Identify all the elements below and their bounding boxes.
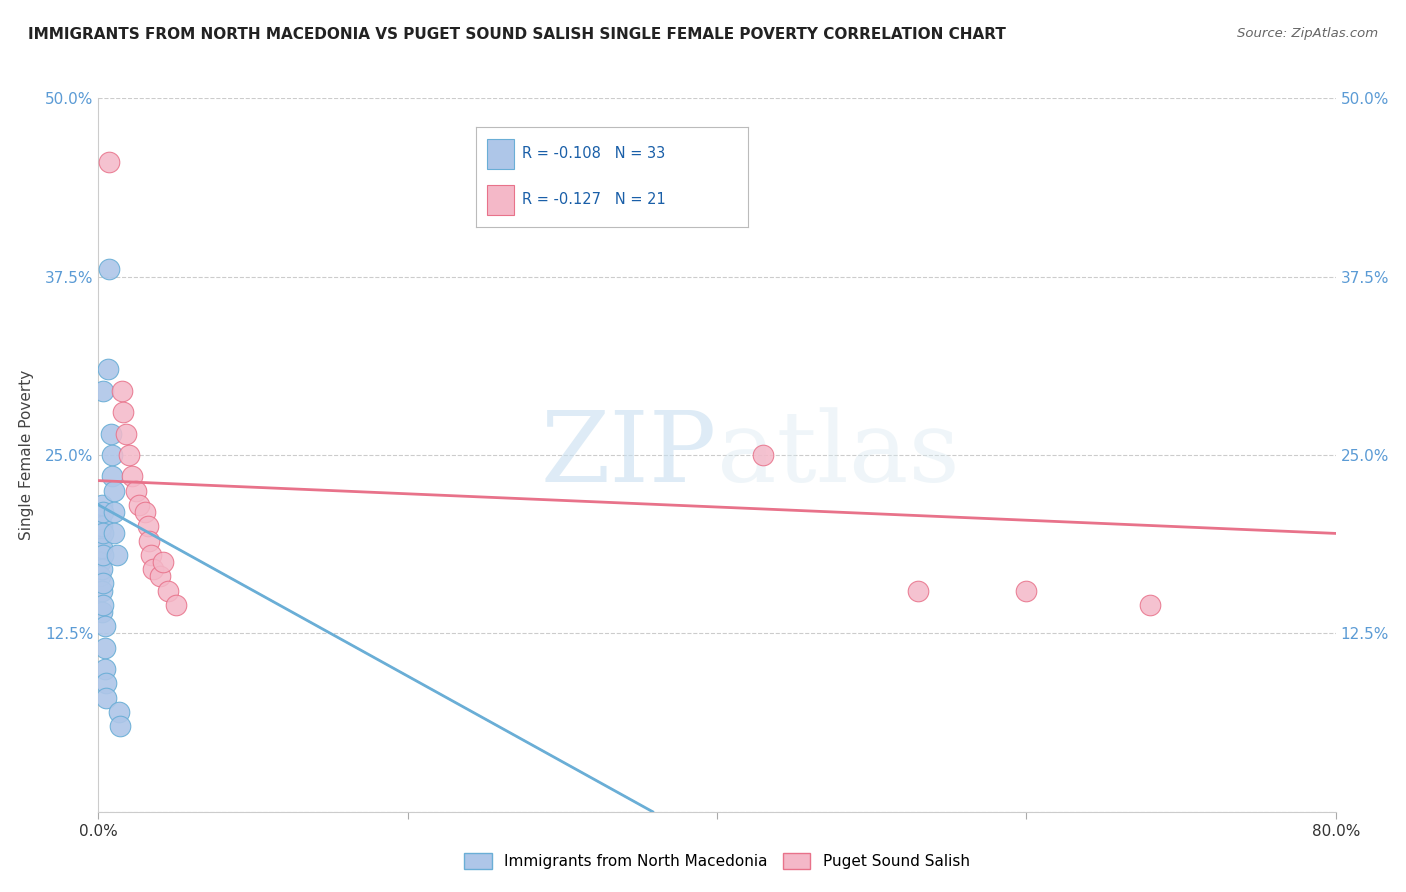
Point — [101, 469, 124, 483]
Point — [101, 448, 124, 462]
Point — [91, 384, 114, 398]
Point — [91, 576, 114, 591]
Point — [124, 483, 146, 498]
Point — [115, 426, 138, 441]
Legend: Immigrants from North Macedonia, Puget Sound Salish: Immigrants from North Macedonia, Puget S… — [458, 847, 976, 875]
Point — [90, 562, 112, 576]
Point — [121, 469, 143, 483]
Point — [112, 405, 135, 419]
Point — [100, 426, 122, 441]
Point — [157, 583, 180, 598]
Text: ZIP: ZIP — [541, 407, 717, 503]
Point — [93, 619, 115, 633]
Point — [91, 505, 114, 519]
FancyBboxPatch shape — [486, 138, 515, 169]
Point — [96, 690, 118, 705]
Point — [89, 555, 111, 569]
Point — [103, 483, 125, 498]
Point — [98, 262, 121, 277]
Point — [1139, 598, 1161, 612]
Point — [103, 505, 125, 519]
Point — [103, 526, 125, 541]
Point — [90, 583, 112, 598]
Point — [165, 598, 187, 612]
Point — [90, 498, 112, 512]
Text: atlas: atlas — [717, 407, 960, 503]
Point — [907, 583, 929, 598]
Point — [142, 562, 165, 576]
Point — [1015, 583, 1038, 598]
Point — [139, 548, 162, 562]
Point — [152, 555, 174, 569]
Point — [89, 569, 111, 583]
Point — [90, 541, 112, 555]
Point — [91, 548, 114, 562]
Y-axis label: Single Female Poverty: Single Female Poverty — [18, 370, 34, 540]
Text: R = -0.108   N = 33: R = -0.108 N = 33 — [522, 146, 665, 161]
Point — [97, 362, 120, 376]
Point — [107, 705, 129, 719]
Point — [108, 719, 131, 733]
Text: IMMIGRANTS FROM NORTH MACEDONIA VS PUGET SOUND SALISH SINGLE FEMALE POVERTY CORR: IMMIGRANTS FROM NORTH MACEDONIA VS PUGET… — [28, 27, 1007, 42]
Point — [128, 498, 150, 512]
Point — [134, 505, 156, 519]
Point — [93, 662, 115, 676]
FancyBboxPatch shape — [486, 185, 515, 215]
Point — [111, 384, 134, 398]
Point — [136, 519, 159, 533]
Point — [91, 598, 114, 612]
Point — [149, 569, 172, 583]
Point — [93, 640, 115, 655]
Point — [138, 533, 160, 548]
Point — [89, 512, 111, 526]
Point — [91, 526, 114, 541]
Point — [118, 448, 141, 462]
Point — [752, 448, 775, 462]
Point — [89, 526, 111, 541]
Point — [98, 155, 121, 169]
Point — [90, 605, 112, 619]
Text: R = -0.127   N = 21: R = -0.127 N = 21 — [522, 192, 666, 207]
Point — [89, 541, 111, 555]
Point — [96, 676, 118, 690]
Point — [105, 548, 128, 562]
Text: Source: ZipAtlas.com: Source: ZipAtlas.com — [1237, 27, 1378, 40]
Point — [90, 519, 112, 533]
